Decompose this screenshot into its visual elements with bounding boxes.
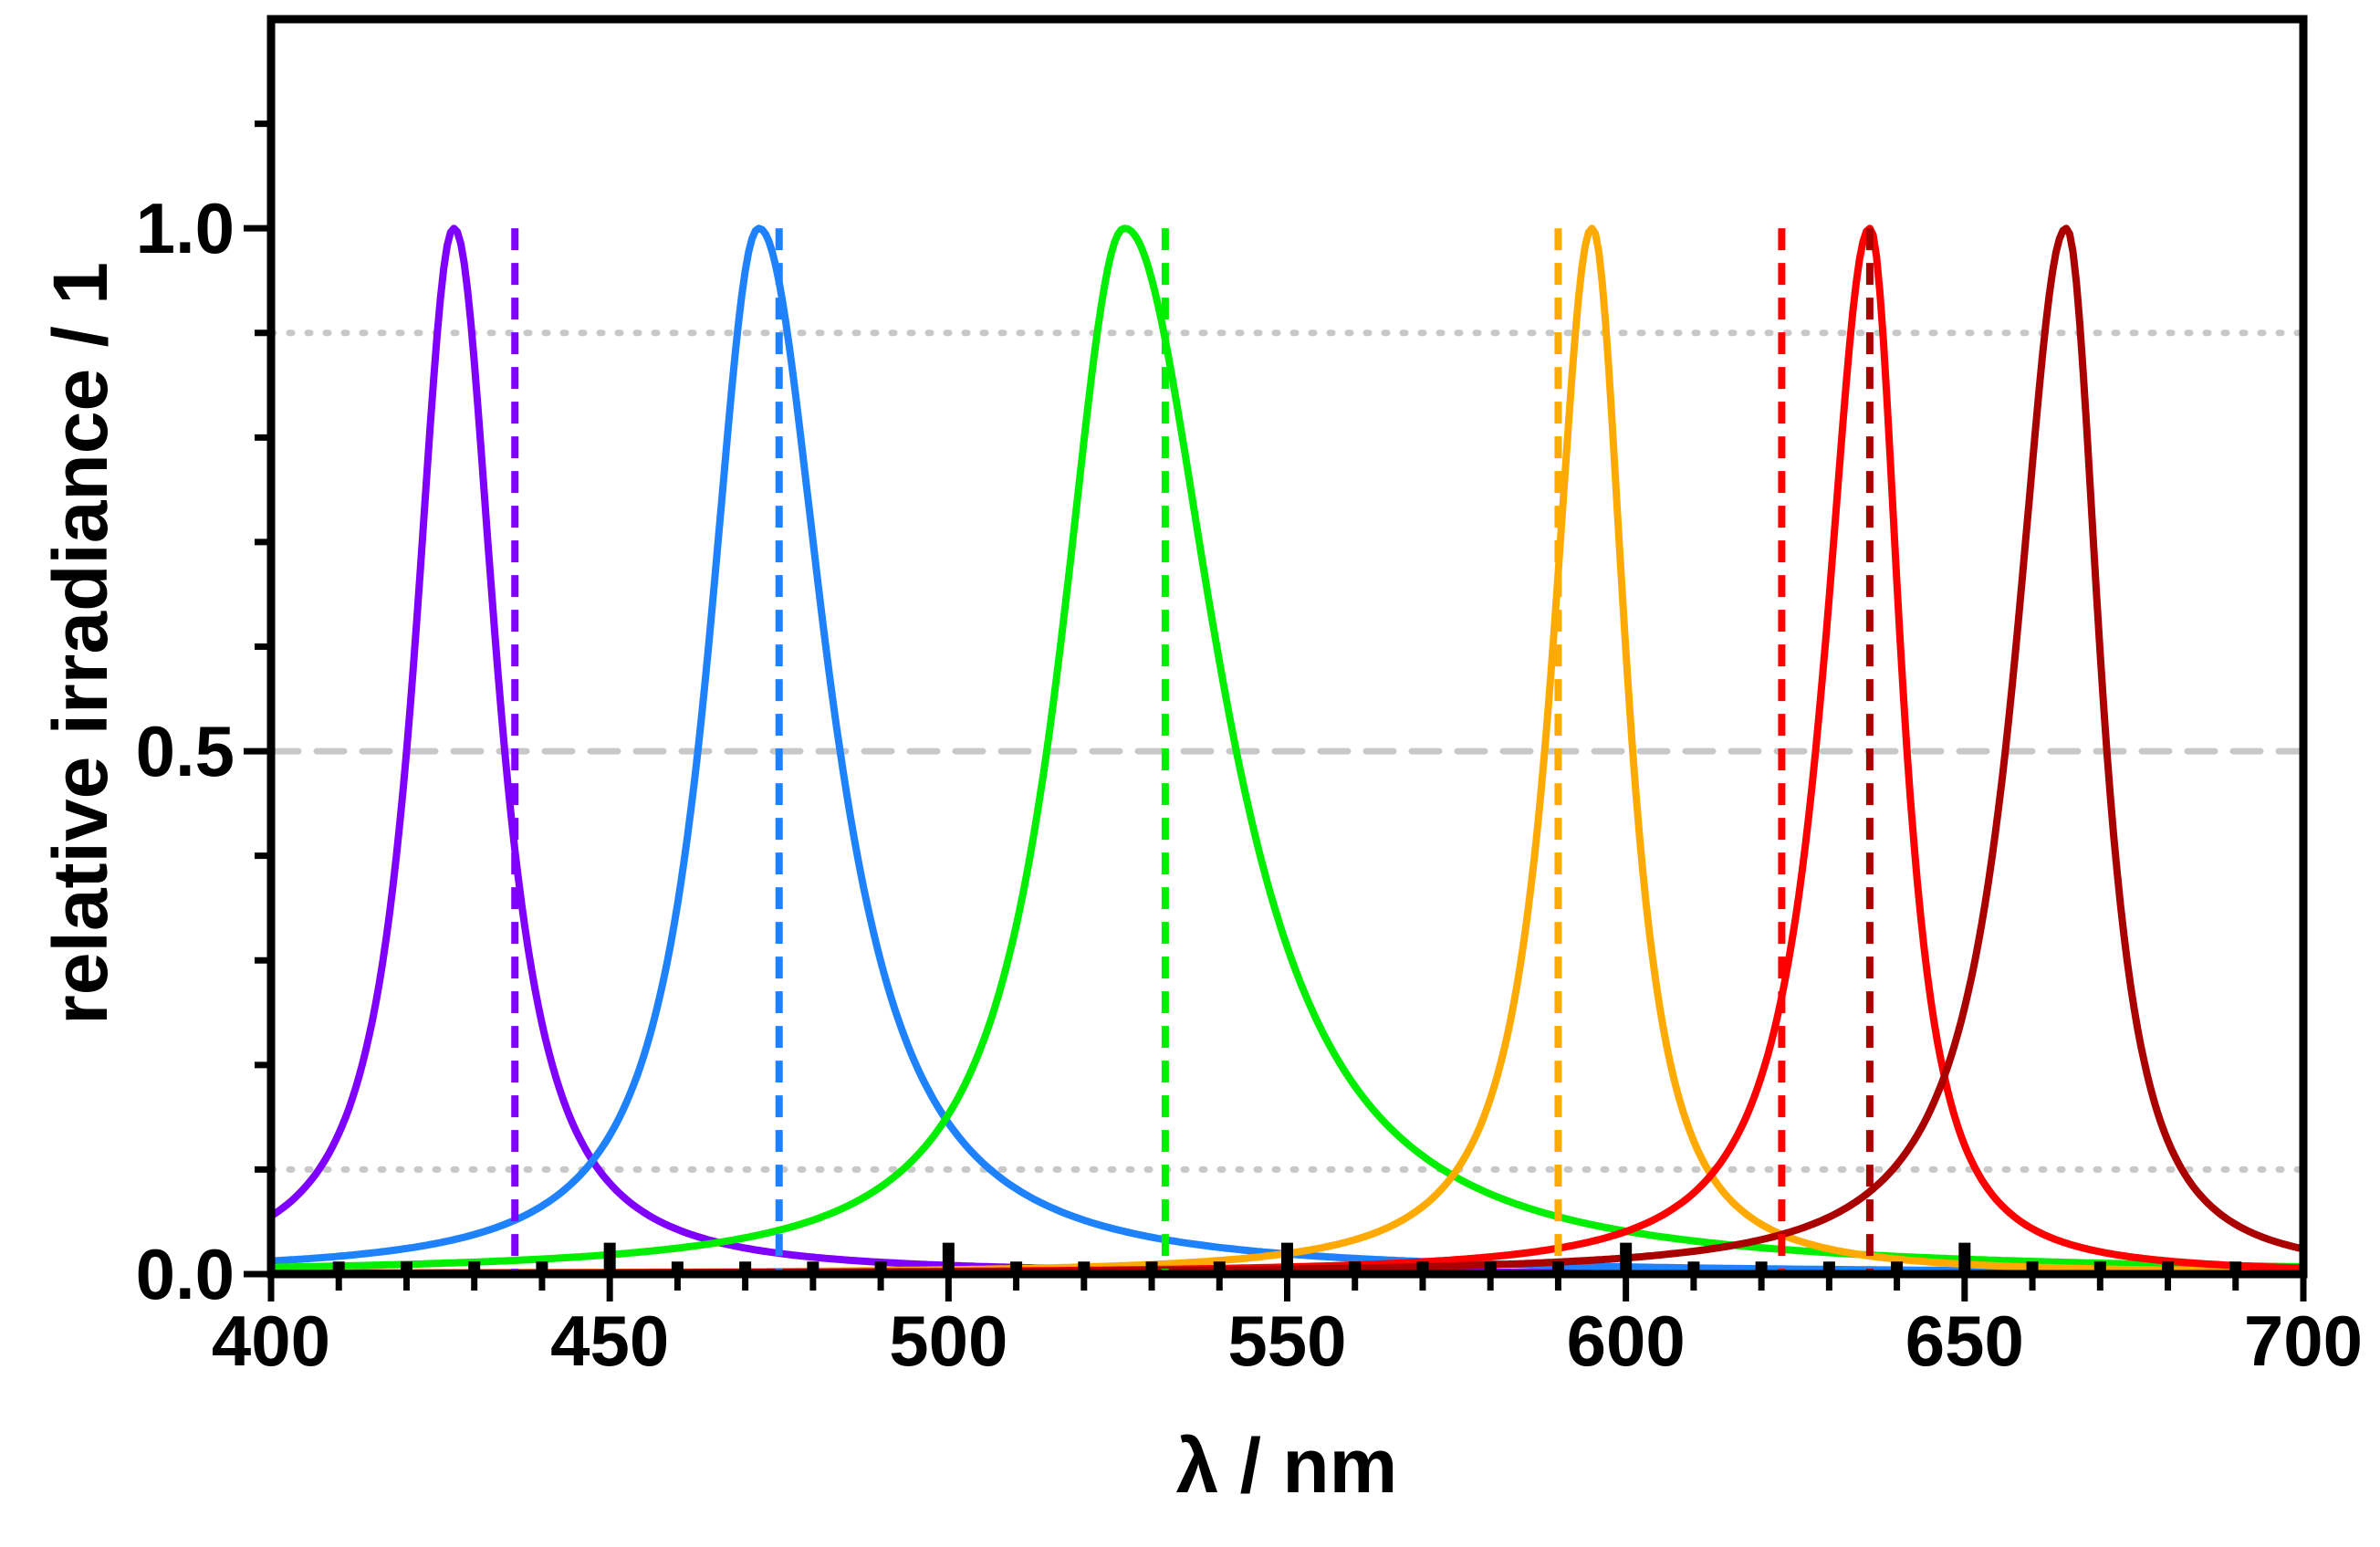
axis-ticks bbox=[244, 120, 2307, 1301]
y-tick-label: 1.0 bbox=[136, 188, 235, 268]
x-tick-label: 400 bbox=[212, 1301, 330, 1381]
y-tick-label: 0.0 bbox=[136, 1234, 235, 1314]
x-axis-title: λ / nm bbox=[1176, 1423, 1398, 1509]
x-tick-label: 700 bbox=[2244, 1301, 2363, 1381]
tick-labels: 400 450 500 550 600 650 700 0.0 0.5 1.0 bbox=[136, 188, 2364, 1381]
x-tick-label: 550 bbox=[1227, 1301, 1346, 1381]
reference-lines bbox=[267, 329, 2307, 1173]
x-tick-label: 600 bbox=[1567, 1301, 1686, 1381]
y-axis-title: relative irradiance / 1 bbox=[37, 262, 123, 1025]
y-tick-label: 0.5 bbox=[136, 711, 235, 791]
x-tick-label: 450 bbox=[550, 1301, 669, 1381]
spectrum-green bbox=[270, 225, 2304, 1271]
peak-markers bbox=[511, 228, 1874, 1274]
plot-frame bbox=[266, 15, 2308, 1279]
x-tick-label: 650 bbox=[1905, 1301, 2024, 1381]
spectral-line-markers bbox=[332, 1242, 2242, 1274]
x-tick-label: 500 bbox=[889, 1301, 1007, 1381]
